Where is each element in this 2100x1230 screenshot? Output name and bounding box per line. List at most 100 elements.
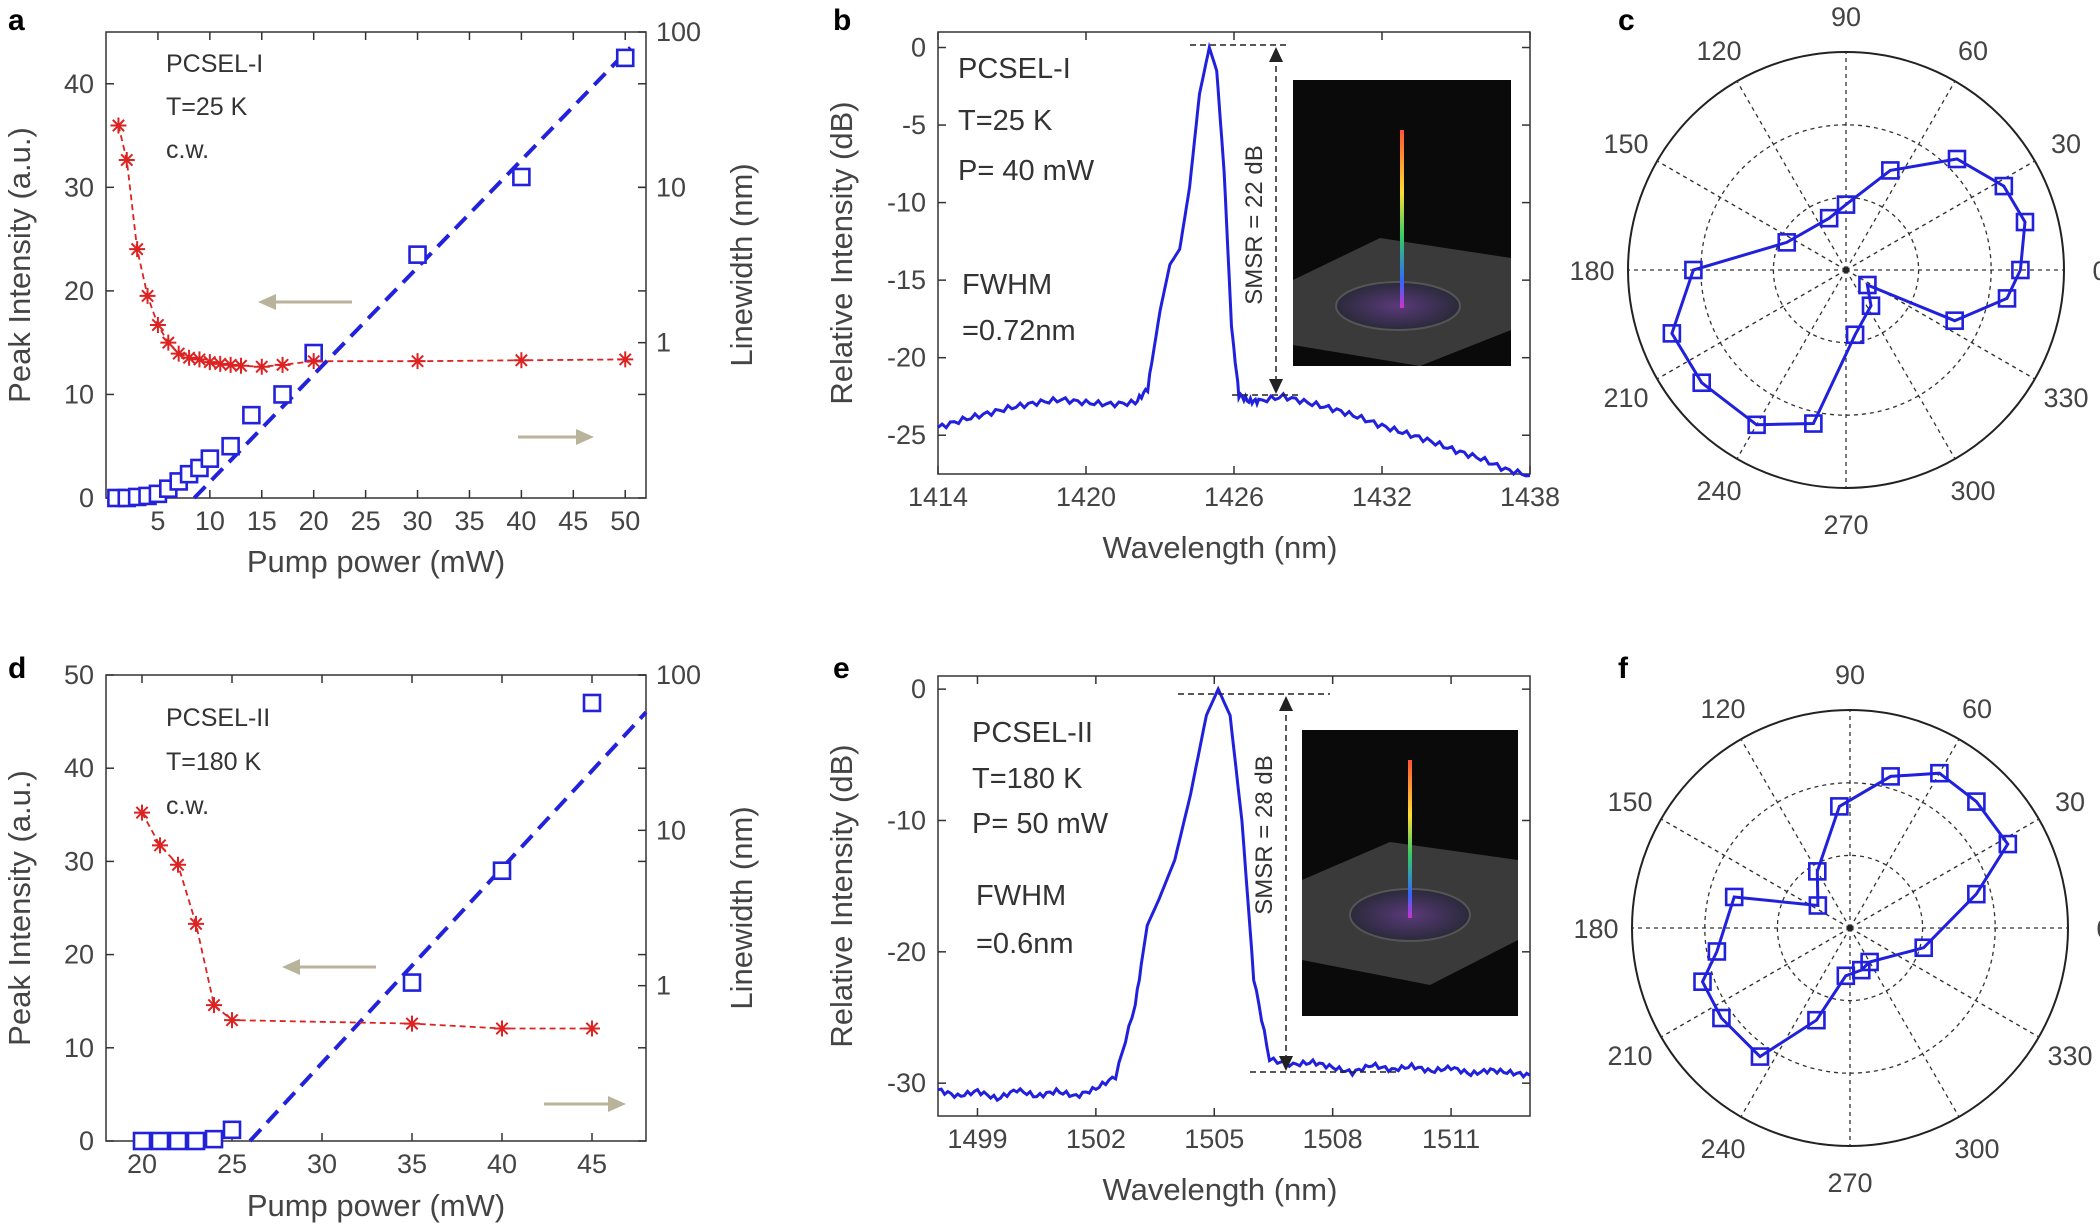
polar-point-c-5 — [1881, 161, 1900, 180]
annotation-e-1: PCSEL-II — [972, 717, 1093, 749]
polar-label-f-10: 300 — [1954, 1134, 1999, 1164]
point-a-1-6 — [170, 345, 187, 362]
polar-point-c-15 — [1861, 296, 1881, 316]
point-d-1-7 — [494, 1020, 510, 1037]
ytick-label-e-0: 0 — [911, 674, 926, 704]
ytick-label-b-4: -20 — [887, 343, 926, 373]
polar-point-f-10 — [1693, 972, 1712, 991]
polar-point-c-16 — [1858, 275, 1877, 295]
polar-label-f-8: 240 — [1700, 1134, 1745, 1164]
polar-point-f-11 — [1712, 1008, 1731, 1028]
xtick-label-a-3: 20 — [299, 506, 329, 536]
point-a-1-10 — [212, 355, 229, 372]
polar-label-f-4: 120 — [1700, 694, 1745, 724]
fit-line-a — [192, 46, 632, 500]
ylabel-e: Relative Intensity (dB) — [824, 744, 859, 1047]
point-d-0-7 — [492, 861, 512, 881]
panel-f: 0 30 60 90 120 150 180 210 240 270 300 330 — [1573, 660, 2100, 1198]
polar-point-f-9 — [1707, 942, 1727, 961]
annotation-e-5: =0.6nm — [976, 928, 1074, 960]
polar-label-c-1: 30 — [2051, 129, 2081, 159]
y2label-d: Linewidth (nm) — [724, 806, 759, 1009]
smsr-label-e: SMSR = 28 dB — [1251, 755, 1278, 914]
marks-b — [937, 41, 1531, 478]
point-a-1-7 — [181, 349, 198, 366]
polar-label-c-11: 330 — [2043, 383, 2088, 413]
ylabel-a: Peak Intensity (a.u.) — [2, 127, 37, 403]
point-a-1-16 — [409, 353, 426, 370]
xtick-label-e-2: 1505 — [1184, 1124, 1244, 1154]
xlabel-b: Wavelength (nm) — [1103, 530, 1338, 565]
polar-point-c-4 — [1947, 149, 1967, 169]
polar-label-f-1: 30 — [2055, 787, 2085, 817]
ytick-label-a-3: 30 — [64, 172, 94, 202]
xtick-label-b-2: 1426 — [1204, 482, 1264, 512]
point-a-1-14 — [274, 356, 291, 373]
annotation-b-1: PCSEL-I — [958, 53, 1071, 85]
point-a-1-3 — [139, 287, 156, 304]
polar-point-c-2 — [2015, 212, 2035, 232]
point-d-0-4 — [204, 1129, 224, 1149]
annotation-e-3: P= 50 mW — [972, 808, 1109, 840]
polar-point-c-10 — [1662, 324, 1682, 343]
ticks-e: 1499 1502 1505 1508 1511 0 -10 -20 -30 — [887, 674, 1530, 1154]
polar-spoke-f-11 — [1849, 927, 2040, 1038]
polar-center-f — [1847, 925, 1853, 931]
fit-line-d — [248, 710, 648, 1143]
polar-line-c-0 — [1670, 157, 2027, 427]
polar-spoke-c-4 — [1736, 80, 1847, 271]
polar-point-c-1 — [2011, 260, 2030, 280]
point-d-0-1 — [150, 1131, 170, 1151]
point-d-1-4 — [206, 997, 222, 1014]
point-d-1-8 — [584, 1020, 600, 1037]
polar-point-f-7 — [1808, 896, 1828, 915]
annotation-a-3: c.w. — [166, 136, 209, 164]
point-d-1-5 — [224, 1012, 240, 1029]
xtick-label-e-1: 1502 — [1066, 1124, 1126, 1154]
point-a-1-1 — [118, 151, 135, 168]
polar-label-c-5: 150 — [1603, 129, 1648, 159]
polar-point-c-9 — [1684, 260, 1703, 280]
ytick-label-e-3: -30 — [887, 1068, 926, 1098]
ticks-b: 1414 1420 1426 1432 1438 0 -5 -10 -15 -20 -25 — [887, 32, 1560, 512]
point-d-1-2 — [170, 856, 186, 873]
xtick-label-d-3: 35 — [397, 1149, 427, 1179]
annotation-a-2: T=25 K — [166, 93, 248, 121]
polar-label-f-2: 60 — [1962, 694, 1992, 724]
point-d-0-6 — [402, 973, 422, 992]
smsr-label-b: SMSR = 22 dB — [1241, 145, 1268, 304]
polar-point-c-13 — [1804, 414, 1823, 433]
ytick-label-a-1: 10 — [64, 379, 94, 409]
smsr-marker-e — [1178, 693, 1400, 1073]
ytick-label-e-2: -20 — [887, 937, 926, 967]
xtick-label-b-4: 1438 — [1500, 482, 1560, 512]
point-a-1-15 — [305, 353, 322, 370]
series-line-d-1 — [141, 812, 592, 1030]
ytick-label-b-0: 0 — [911, 33, 926, 63]
polar-point-f-0 — [1967, 884, 1986, 904]
polar-label-f-9: 270 — [1827, 1168, 1872, 1198]
spectrum-line-e-0 — [937, 685, 1531, 1103]
y2tick-label-d-1: 10 — [656, 815, 686, 845]
y2tick-label-a-1: 10 — [656, 172, 686, 202]
spectrum-line-b-0 — [937, 41, 1531, 478]
ytick-label-d-2: 20 — [64, 940, 94, 970]
ytick-label-b-1: -5 — [902, 110, 926, 140]
point-d-0-5 — [222, 1120, 242, 1140]
xtick-label-a-9: 50 — [610, 506, 640, 536]
xlabel-d: Pump power (mW) — [247, 1188, 505, 1223]
polar-label-c-2: 60 — [1958, 36, 1988, 66]
plot-frame-e — [937, 675, 1531, 1117]
polar-spoke-f-5 — [1660, 818, 1851, 929]
marks-c — [1662, 149, 2035, 435]
arrow-left-a — [258, 294, 352, 310]
y2tick-label-d-2: 100 — [656, 660, 701, 690]
xtick-label-a-4: 25 — [351, 506, 381, 536]
point-a-1-13 — [253, 358, 270, 375]
polar-label-f-11: 330 — [2047, 1041, 2092, 1071]
panel-letter-d: d — [8, 652, 26, 685]
ytick-label-d-4: 40 — [64, 753, 94, 783]
polar-point-c-11 — [1692, 373, 1711, 393]
